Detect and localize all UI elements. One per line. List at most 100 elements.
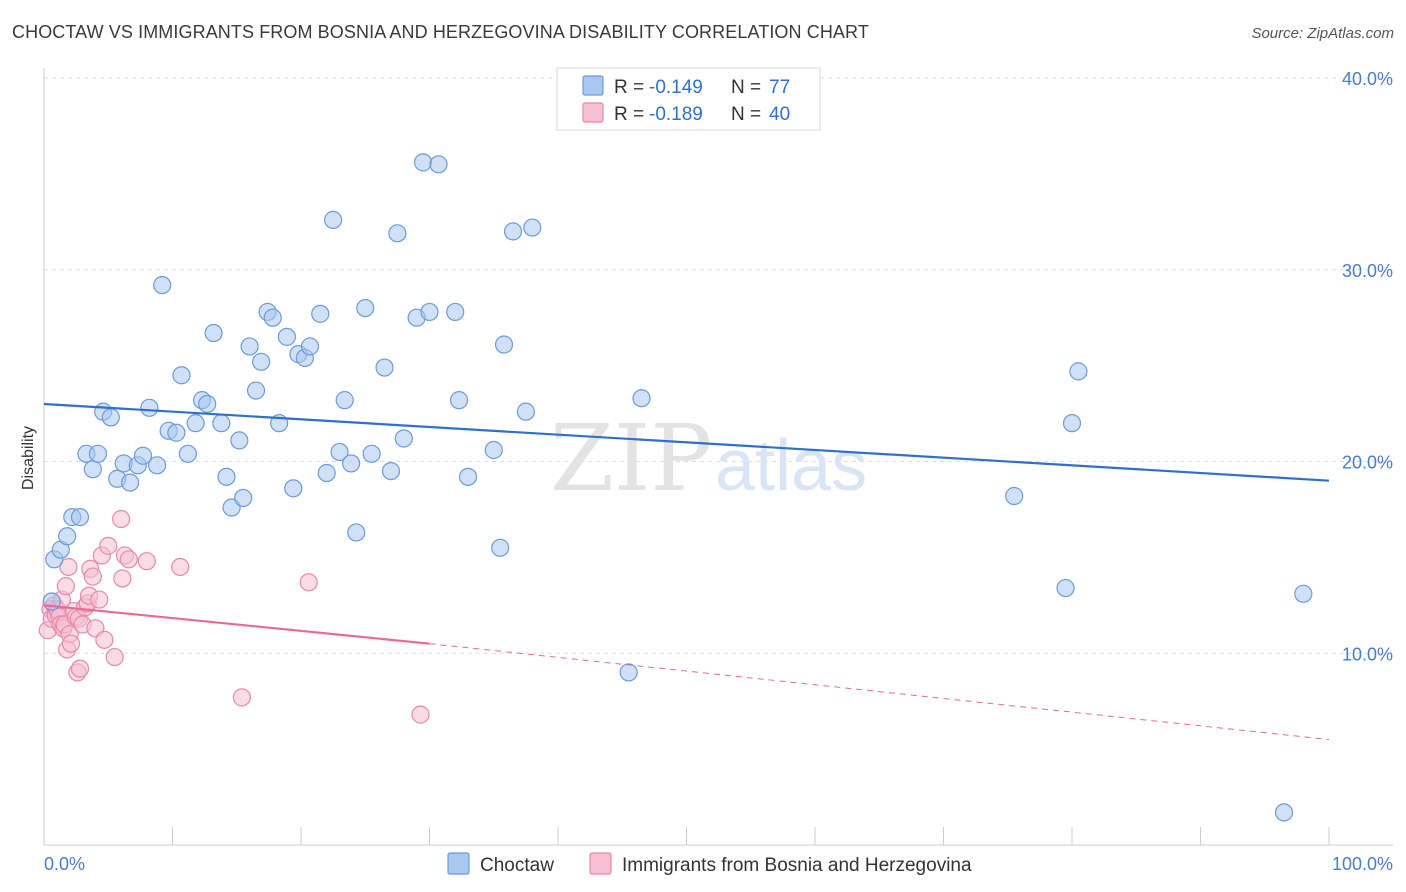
data-point-choctaw	[458, 467, 478, 486]
legend-r-label-choctaw: R =	[614, 77, 644, 98]
data-point-bosnia	[171, 557, 190, 577]
data-point-choctaw	[300, 337, 320, 356]
data-point-choctaw	[1294, 584, 1313, 603]
data-point-choctaw	[375, 358, 394, 377]
legend-r-value-bosnia: -0.189	[649, 104, 703, 125]
legend-swatch-choctaw	[582, 75, 604, 96]
source-label: Source: ZipAtlas.com	[1251, 25, 1394, 42]
y-tick-labels: 10.0% 20.0% 30.0% 40.0%	[1342, 69, 1393, 664]
data-point-choctaw	[619, 663, 638, 682]
data-point-choctaw	[234, 488, 253, 508]
data-point-choctaw	[133, 446, 153, 465]
data-point-bosnia	[99, 536, 118, 555]
grid-lines	[44, 77, 1393, 654]
data-point-bosnia	[232, 688, 251, 707]
data-point-choctaw	[198, 394, 217, 414]
data-point-choctaw	[381, 461, 401, 481]
series-choctaw-points	[42, 153, 1313, 822]
data-point-bosnia	[105, 647, 124, 667]
data-point-choctaw	[167, 423, 186, 442]
data-point-choctaw	[83, 460, 102, 479]
legend-n-label-bosnia: N =	[731, 104, 761, 125]
data-point-choctaw	[324, 210, 343, 229]
data-point-choctaw	[342, 454, 361, 473]
data-point-choctaw	[394, 429, 413, 448]
data-point-choctaw	[217, 467, 236, 486]
data-point-bosnia	[90, 590, 109, 609]
data-point-choctaw	[1062, 414, 1082, 433]
data-point-choctaw	[330, 442, 349, 462]
data-point-choctaw	[311, 304, 330, 323]
bottom-legend: Choctaw Immigrants from Bosnia and Herze…	[447, 852, 972, 876]
bottom-legend-label-bosnia: Immigrants from Bosnia and Herzegovina	[622, 855, 972, 876]
x-tick-min: 0.0%	[44, 854, 85, 874]
data-point-choctaw	[70, 508, 90, 527]
data-point-choctaw	[172, 366, 191, 385]
data-point-choctaw	[252, 352, 271, 371]
data-point-choctaw	[240, 337, 259, 356]
data-point-choctaw	[120, 473, 140, 492]
data-point-choctaw	[317, 463, 336, 483]
axes	[43, 68, 1393, 846]
data-point-choctaw	[277, 327, 296, 346]
data-point-bosnia	[59, 557, 78, 577]
data-point-bosnia	[411, 705, 430, 724]
trend-line-bosnia-extension	[429, 643, 1330, 741]
data-point-choctaw	[88, 444, 108, 463]
data-point-choctaw	[147, 456, 167, 475]
data-point-bosnia	[83, 567, 102, 586]
data-point-choctaw	[449, 391, 469, 410]
data-point-choctaw	[347, 523, 366, 542]
legend-swatch-bosnia	[582, 102, 604, 123]
data-point-bosnia	[70, 659, 90, 678]
data-point-choctaw	[446, 302, 465, 322]
data-point-choctaw	[204, 323, 223, 343]
data-point-bosnia	[299, 573, 318, 592]
data-point-choctaw	[58, 527, 77, 546]
data-point-choctaw	[388, 224, 407, 243]
series-bosnia-points	[38, 509, 430, 724]
data-point-choctaw	[362, 444, 381, 463]
legend-n-value-bosnia: 40	[769, 104, 790, 125]
data-point-choctaw	[413, 153, 433, 172]
bottom-legend-swatch-bosnia	[589, 852, 612, 875]
y-tick-label: 20.0%	[1342, 453, 1393, 473]
watermark: ZIP atlas	[550, 405, 867, 512]
data-point-choctaw	[632, 389, 651, 408]
data-point-choctaw	[494, 335, 514, 354]
chart-title: CHOCTAW VS IMMIGRANTS FROM BOSNIA AND HE…	[12, 22, 869, 42]
data-point-choctaw	[246, 381, 266, 400]
data-point-choctaw	[1005, 486, 1024, 506]
legend-box: R = -0.149 N = 77 R = -0.189 N = 40	[556, 67, 821, 131]
data-point-choctaw	[178, 444, 198, 463]
x-tick-max: 100.0%	[1332, 854, 1393, 874]
data-point-choctaw	[230, 431, 249, 450]
y-tick-label: 30.0%	[1342, 261, 1393, 281]
trend-lines	[43, 402, 1330, 741]
data-point-choctaw	[491, 538, 510, 557]
data-point-bosnia	[111, 509, 131, 529]
data-point-bosnia	[95, 630, 114, 649]
data-point-choctaw	[420, 302, 439, 322]
watermark-zip: ZIP	[550, 405, 712, 512]
data-point-choctaw	[335, 391, 354, 410]
data-point-choctaw	[101, 408, 120, 427]
x-tick-labels: 0.0% 100.0%	[44, 854, 1393, 874]
data-point-bosnia	[113, 569, 132, 588]
data-point-choctaw	[356, 299, 375, 318]
data-point-choctaw	[523, 218, 542, 237]
legend-n-value-choctaw: 77	[769, 77, 790, 98]
data-point-bosnia	[61, 634, 81, 653]
watermark-atlas: atlas	[715, 426, 867, 506]
data-point-choctaw	[503, 222, 523, 241]
data-point-choctaw	[212, 414, 231, 433]
data-point-choctaw	[1069, 362, 1088, 381]
data-point-choctaw	[1274, 803, 1294, 822]
y-tick-label: 40.0%	[1342, 69, 1393, 89]
data-point-choctaw	[429, 155, 448, 174]
data-point-bosnia	[137, 552, 156, 571]
data-point-choctaw	[516, 402, 535, 421]
trend-line-choctaw	[43, 402, 1330, 482]
trend-line-bosnia	[43, 604, 430, 645]
